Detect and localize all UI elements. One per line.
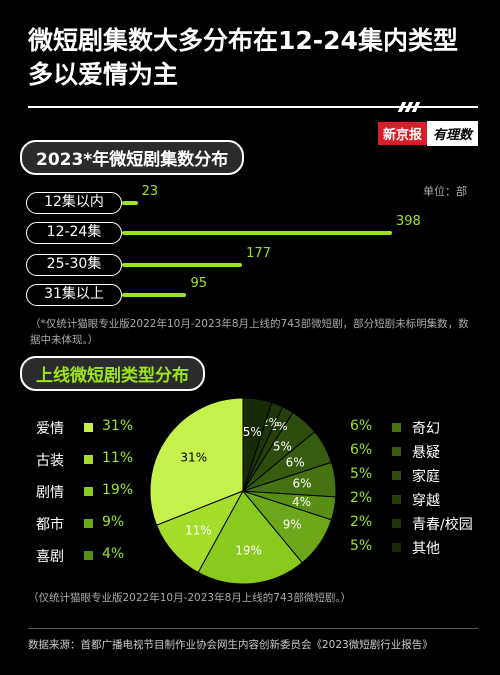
bar-chart-note: （*仅统计猫眼专业版2022年10月-2023年8月上线的743部微短剧，部分短… <box>30 318 469 346</box>
legend-item: 5% 其他 <box>350 538 500 558</box>
pie-slice <box>197 490 303 585</box>
brand-logo-script: 有理数 <box>426 121 478 146</box>
pie-chart-title: 上线微短剧类型分布 <box>20 356 205 391</box>
legend-label: 悬疑 <box>412 445 440 461</box>
legend-label: 奇幻 <box>412 421 440 437</box>
legend-label: 喜剧 <box>36 549 64 565</box>
legend-swatch <box>392 495 401 504</box>
legend-value: 6% <box>350 418 373 434</box>
data-source: 数据来源：首都广播电视节目制作业协会网生内容创新委员会《2023微短剧行业报告》 <box>28 639 433 651</box>
legend-label: 都市 <box>36 517 64 533</box>
footer-divider <box>28 628 478 629</box>
legend-value: 4% <box>102 546 125 562</box>
bar-category-label: 12集以内 <box>26 192 122 214</box>
title-divider <box>28 102 478 112</box>
legend-item: 剧情 19% <box>36 482 156 502</box>
bar-chart-title: 2023*年微短剧集数分布 <box>20 140 245 175</box>
legend-value: 19% <box>102 482 134 498</box>
pie-chart: 31% 11% 19% 9% 4% 6% 6% 5% 2% 2% 5% <box>148 396 338 586</box>
pie-slice-label: 31% <box>180 451 207 465</box>
pie-slice <box>149 397 244 526</box>
legend-item: 5% 家庭 <box>350 466 500 486</box>
bar-value-label: 398 <box>396 214 421 229</box>
legend-value: 5% <box>350 466 373 482</box>
legend-label: 爱情 <box>36 421 64 437</box>
legend-item: 2% 青春/校园 <box>350 514 500 534</box>
legend-item: 6% 悬疑 <box>350 442 500 462</box>
legend-swatch <box>84 455 93 464</box>
bar-category-label: 31集以上 <box>26 284 122 306</box>
legend-swatch <box>392 519 401 528</box>
legend-item: 古装 11% <box>36 450 156 470</box>
legend-item: 6% 奇幻 <box>350 418 500 438</box>
pie-slice-label: 9% <box>283 517 302 531</box>
legend-swatch <box>84 551 93 560</box>
legend-value: 31% <box>102 418 134 434</box>
brand-logo-box: 新京报 <box>377 122 427 145</box>
bar-category-label: 25-30集 <box>26 254 122 276</box>
legend-label: 古装 <box>36 453 64 469</box>
pie-slice-label: 11% <box>185 523 212 537</box>
legend-item: 2% 穿越 <box>350 490 500 510</box>
rule-stripes <box>397 102 421 112</box>
bar <box>122 201 138 205</box>
legend-value: 11% <box>102 450 134 466</box>
legend-swatch <box>392 423 401 432</box>
title-rule-line <box>28 106 478 108</box>
legend-item: 都市 9% <box>36 514 156 534</box>
legend-swatch <box>392 471 401 480</box>
pie-slice-label: 19% <box>235 543 262 557</box>
pie-slice-label: 5% <box>243 425 262 439</box>
legend-swatch <box>84 423 93 432</box>
legend-value: 5% <box>350 538 373 554</box>
legend-label: 其他 <box>412 541 440 557</box>
legend-swatch <box>392 447 401 456</box>
pie-chart-note: （仅统计猫眼专业版2022年10月-2023年8月上线的743部微短剧。） <box>28 592 352 604</box>
legend-value: 6% <box>350 442 373 458</box>
bar <box>122 293 187 297</box>
legend-label: 穿越 <box>412 493 440 509</box>
legend-label: 家庭 <box>412 469 440 485</box>
legend-value: 2% <box>350 514 373 530</box>
bar-value-label: 95 <box>190 276 207 291</box>
bar-category-label: 12-24集 <box>26 222 122 244</box>
legend-swatch <box>84 487 93 496</box>
legend-value: 2% <box>350 490 373 506</box>
bar <box>122 231 392 235</box>
bar <box>122 263 243 267</box>
legend-label: 剧情 <box>36 485 64 501</box>
legend-value: 9% <box>102 514 125 530</box>
pie-chart-svg: 31%11%19%9%4%6%6%5%2%2%5% <box>149 397 337 585</box>
brand-logo: 新京报 有理数 <box>377 121 478 146</box>
legend-swatch <box>392 543 401 552</box>
pie-slice <box>242 397 273 492</box>
legend-item: 爱情 31% <box>36 418 156 438</box>
bar-value-label: 177 <box>246 246 271 261</box>
legend-item: 喜剧 4% <box>36 546 156 566</box>
pie-slice-label: 4% <box>292 495 311 509</box>
legend-label: 青春/校园 <box>412 517 473 533</box>
bar-chart-unit: 单位：部 <box>423 185 467 198</box>
pie-slice-label: 6% <box>286 455 305 469</box>
pie-slice-label: 6% <box>293 477 312 491</box>
page-title: 微短剧集数大多分布在12-24集内类型多以爱情为主 <box>28 26 458 89</box>
pie-slice-label: 5% <box>273 439 292 453</box>
legend-swatch <box>84 519 93 528</box>
bar-value-label: 23 <box>141 184 159 199</box>
